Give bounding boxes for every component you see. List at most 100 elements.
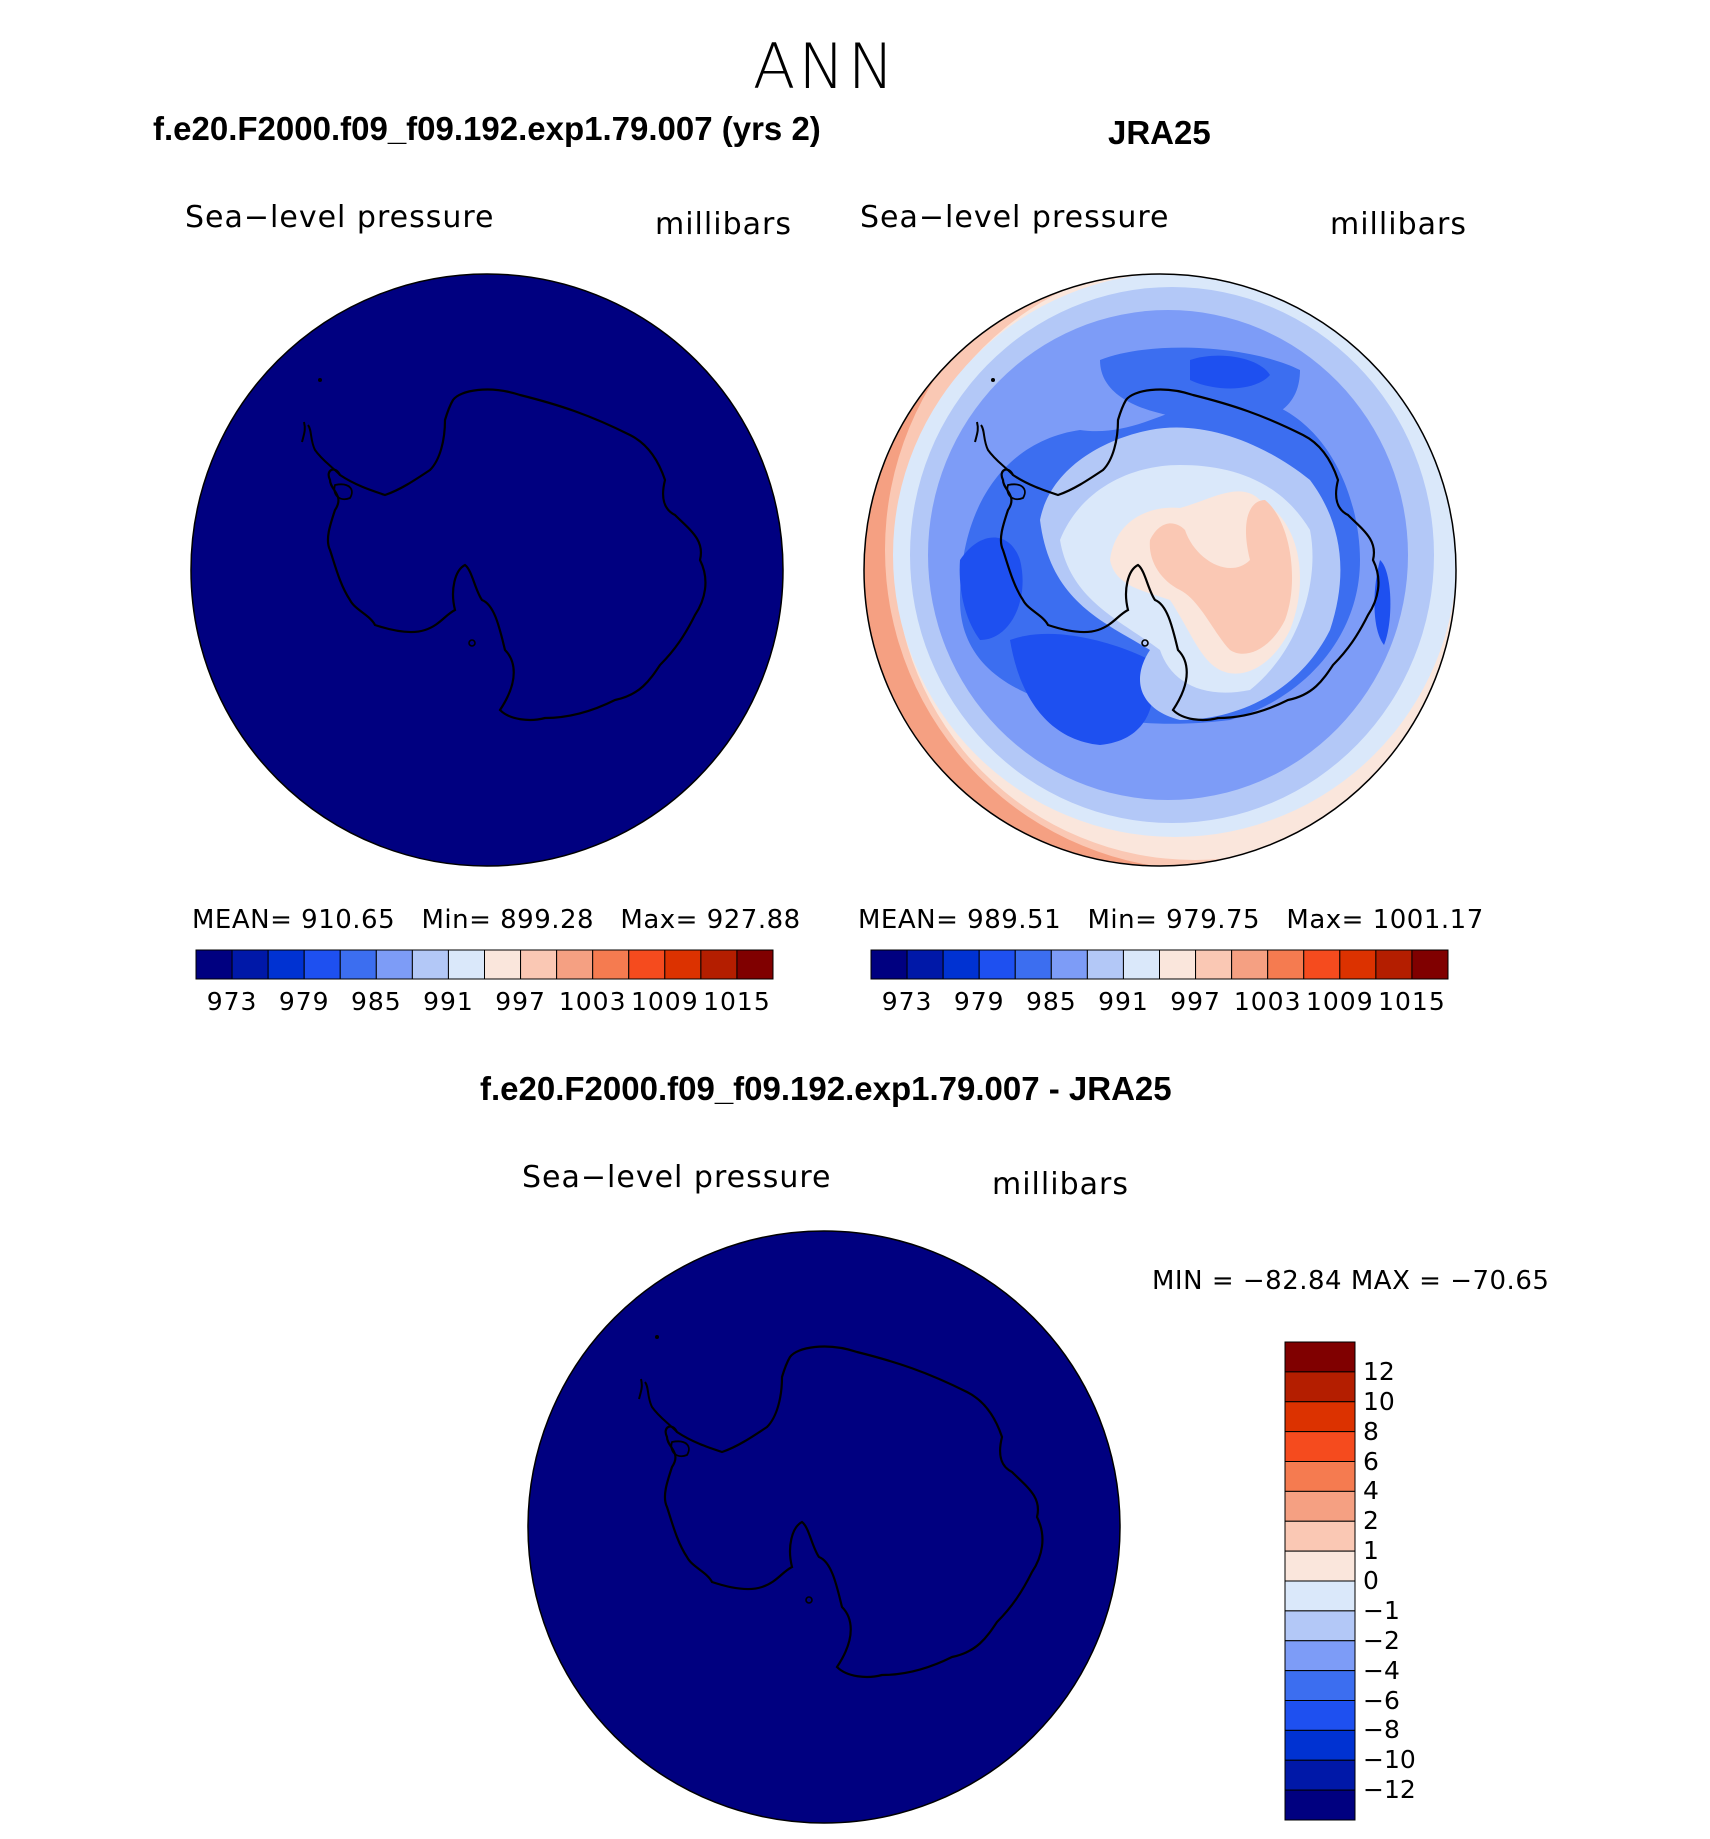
colorbar-tick-label: −10 xyxy=(1363,1745,1416,1775)
colorbar-swatch xyxy=(1284,1789,1356,1821)
colorbar-swatch xyxy=(1284,1431,1356,1462)
colorbar-tick-label: 985 xyxy=(350,987,402,1016)
colorbar-tick-label: 0 xyxy=(1363,1566,1379,1595)
colorbar-tick-label: 1009 xyxy=(1306,987,1374,1016)
colorbar-swatch xyxy=(1411,949,1449,980)
colorbar-swatch xyxy=(1284,1670,1356,1701)
colorbar-swatch xyxy=(870,949,908,980)
obs-units-label: millibars xyxy=(1330,207,1467,242)
colorbar-swatch xyxy=(942,949,980,980)
colorbar-swatch xyxy=(1284,1490,1356,1522)
colorbar-swatch xyxy=(1086,949,1124,980)
colorbar-swatch xyxy=(339,949,377,980)
colorbar-swatch xyxy=(736,949,774,980)
colorbar-swatch xyxy=(520,949,558,980)
colorbar-swatch xyxy=(267,949,305,980)
colorbar-swatch xyxy=(556,949,594,980)
model-stats: MEAN= 910.65 Min= 899.28 Max= 927.88 xyxy=(192,905,801,935)
diff-variable-label: Sea−level pressure xyxy=(522,1160,832,1195)
colorbar-swatch xyxy=(1284,1371,1356,1403)
obs-colorbar xyxy=(870,949,1449,980)
model-panel-header: f.e20.F2000.f09_f09.192.exp1.79.007 (yrs… xyxy=(153,110,821,147)
colorbar-swatch xyxy=(1303,949,1341,980)
colorbar-swatch xyxy=(978,949,1016,980)
colorbar-swatch xyxy=(1284,1640,1356,1672)
colorbar-swatch xyxy=(1267,949,1305,980)
colorbar-swatch xyxy=(484,949,522,980)
colorbar-swatch xyxy=(664,949,702,980)
colorbar-tick-label: 10 xyxy=(1363,1386,1395,1416)
colorbar-tick-label: 8 xyxy=(1363,1416,1379,1446)
colorbar-swatch xyxy=(1284,1461,1356,1492)
colorbar-tick-label: −12 xyxy=(1363,1775,1416,1805)
colorbar-swatch xyxy=(1375,949,1413,980)
colorbar-tick-label: 997 xyxy=(1170,987,1221,1016)
colorbar-tick-label: −4 xyxy=(1363,1655,1400,1685)
colorbar-tick-label: 979 xyxy=(953,987,1005,1016)
obs-map xyxy=(863,273,1457,867)
colorbar-tick-label: 1 xyxy=(1363,1536,1379,1566)
model-variable-label: Sea−level pressure xyxy=(185,200,495,235)
colorbar-tick-label: 1015 xyxy=(1378,987,1446,1016)
colorbar-swatch xyxy=(411,949,449,980)
colorbar-swatch xyxy=(628,949,666,980)
obs-min-value: 979.75 xyxy=(1166,905,1261,935)
model-colorbar xyxy=(195,949,774,980)
colorbar-swatch xyxy=(1284,1700,1356,1731)
model-map xyxy=(190,273,784,867)
colorbar-tick-label: 4 xyxy=(1363,1476,1379,1506)
colorbar-swatch xyxy=(447,949,485,980)
colorbar-tick-label: −2 xyxy=(1363,1625,1400,1655)
diff-minmax: MIN = −82.84 MAX = −70.65 xyxy=(1152,1266,1550,1296)
colorbar-tick-label: 985 xyxy=(1025,987,1077,1016)
colorbar-swatch xyxy=(231,949,269,980)
colorbar-swatch xyxy=(1339,949,1377,980)
colorbar-tick-label: 1009 xyxy=(631,987,699,1016)
obs-variable-label: Sea−level pressure xyxy=(860,200,1170,235)
colorbar-swatch xyxy=(1284,1729,1356,1761)
colorbar-tick-label: 1003 xyxy=(1233,987,1302,1016)
colorbar-tick-label: 1003 xyxy=(558,987,627,1016)
colorbar-swatch xyxy=(375,949,413,980)
colorbar-tick-label: −1 xyxy=(1363,1595,1400,1625)
model-max-value: 927.88 xyxy=(706,905,801,935)
colorbar-tick-label: 1015 xyxy=(703,987,771,1016)
obs-panel-header: JRA25 xyxy=(1108,114,1211,151)
colorbar-swatch xyxy=(1284,1610,1356,1642)
colorbar-tick-label: 991 xyxy=(423,987,474,1016)
colorbar-tick-label: 997 xyxy=(495,987,546,1016)
colorbar-swatch xyxy=(592,949,630,980)
colorbar-swatch xyxy=(1284,1520,1356,1552)
obs-max-value: 1001.17 xyxy=(1372,905,1484,935)
colorbar-swatch xyxy=(1122,949,1160,980)
colorbar-swatch xyxy=(1284,1550,1356,1582)
colorbar-tick-label: 973 xyxy=(881,987,933,1016)
obs-mean-value: 989.51 xyxy=(967,905,1062,935)
colorbar-swatch xyxy=(303,949,341,980)
colorbar-swatch xyxy=(1195,949,1233,980)
colorbar-swatch xyxy=(1284,1759,1356,1791)
colorbar-tick-label: −6 xyxy=(1363,1685,1400,1715)
model-units-label: millibars xyxy=(655,207,792,242)
colorbar-tick-label: 991 xyxy=(1098,987,1149,1016)
diff-panel-header: f.e20.F2000.f09_f09.192.exp1.79.007 - JR… xyxy=(480,1070,1172,1107)
model-min-value: 899.28 xyxy=(500,905,595,935)
colorbar-tick-label: −8 xyxy=(1363,1715,1400,1745)
colorbar-swatch xyxy=(195,949,233,980)
colorbar-swatch xyxy=(1014,949,1052,980)
colorbar-swatch xyxy=(1284,1341,1356,1373)
colorbar-swatch xyxy=(906,949,944,980)
diff-units-label: millibars xyxy=(992,1167,1129,1202)
colorbar-swatch xyxy=(700,949,738,980)
obs-stats: MEAN= 989.51 Min= 979.75 Max= 1001.17 xyxy=(858,905,1484,935)
colorbar-swatch xyxy=(1231,949,1269,980)
colorbar-swatch xyxy=(1159,949,1197,980)
colorbar-tick-label: 979 xyxy=(278,987,330,1016)
colorbar-swatch xyxy=(1050,949,1088,980)
colorbar-swatch xyxy=(1284,1580,1356,1612)
model-mean-value: 910.65 xyxy=(301,905,396,935)
colorbar-tick-label: 973 xyxy=(206,987,258,1016)
colorbar-swatch xyxy=(1284,1401,1356,1433)
diff-map xyxy=(527,1230,1121,1824)
